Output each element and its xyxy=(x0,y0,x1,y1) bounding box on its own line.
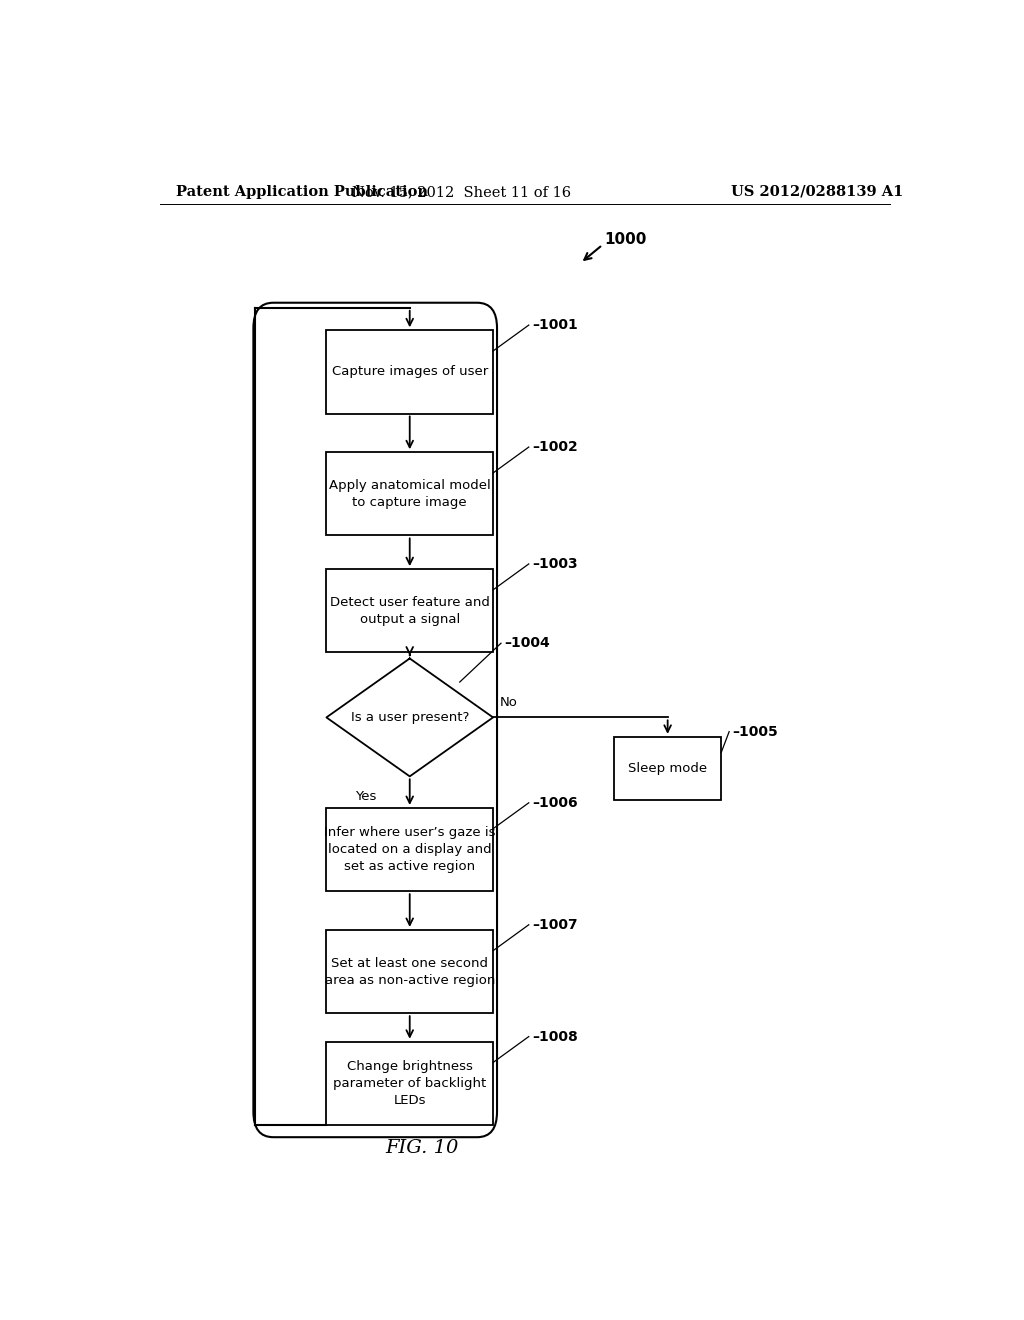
Text: –1002: –1002 xyxy=(531,440,578,454)
Text: Apply anatomical model
to capture image: Apply anatomical model to capture image xyxy=(329,479,490,508)
Text: –1005: –1005 xyxy=(732,725,778,739)
Text: No: No xyxy=(500,696,517,709)
Text: –1008: –1008 xyxy=(531,1030,578,1044)
Text: Patent Application Publication: Patent Application Publication xyxy=(176,185,428,199)
Text: Infer where user’s gaze is
located on a display and
set as active region: Infer where user’s gaze is located on a … xyxy=(324,826,496,873)
Text: –1004: –1004 xyxy=(504,636,550,651)
Text: Detect user feature and
output a signal: Detect user feature and output a signal xyxy=(330,595,489,626)
Text: Sleep mode: Sleep mode xyxy=(628,762,708,775)
Text: –1001: –1001 xyxy=(531,318,578,333)
FancyBboxPatch shape xyxy=(327,929,494,1014)
Polygon shape xyxy=(327,659,494,776)
FancyBboxPatch shape xyxy=(327,453,494,536)
Text: Nov. 15, 2012  Sheet 11 of 16: Nov. 15, 2012 Sheet 11 of 16 xyxy=(352,185,570,199)
Text: Change brightness
parameter of backlight
LEDs: Change brightness parameter of backlight… xyxy=(333,1060,486,1107)
FancyBboxPatch shape xyxy=(327,569,494,652)
Text: Capture images of user: Capture images of user xyxy=(332,366,487,379)
FancyBboxPatch shape xyxy=(614,737,721,800)
Text: 1000: 1000 xyxy=(604,232,646,247)
FancyBboxPatch shape xyxy=(327,330,494,413)
Text: Yes: Yes xyxy=(355,789,377,803)
FancyBboxPatch shape xyxy=(327,808,494,891)
Text: –1007: –1007 xyxy=(531,917,578,932)
Text: FIG. 10: FIG. 10 xyxy=(385,1139,459,1158)
FancyBboxPatch shape xyxy=(327,1041,494,1125)
Text: Is a user present?: Is a user present? xyxy=(350,711,469,723)
Text: –1006: –1006 xyxy=(531,796,578,809)
Text: –1003: –1003 xyxy=(531,557,578,572)
Text: Set at least one second
area as non-active region: Set at least one second area as non-acti… xyxy=(325,957,495,986)
Text: US 2012/0288139 A1: US 2012/0288139 A1 xyxy=(731,185,903,199)
